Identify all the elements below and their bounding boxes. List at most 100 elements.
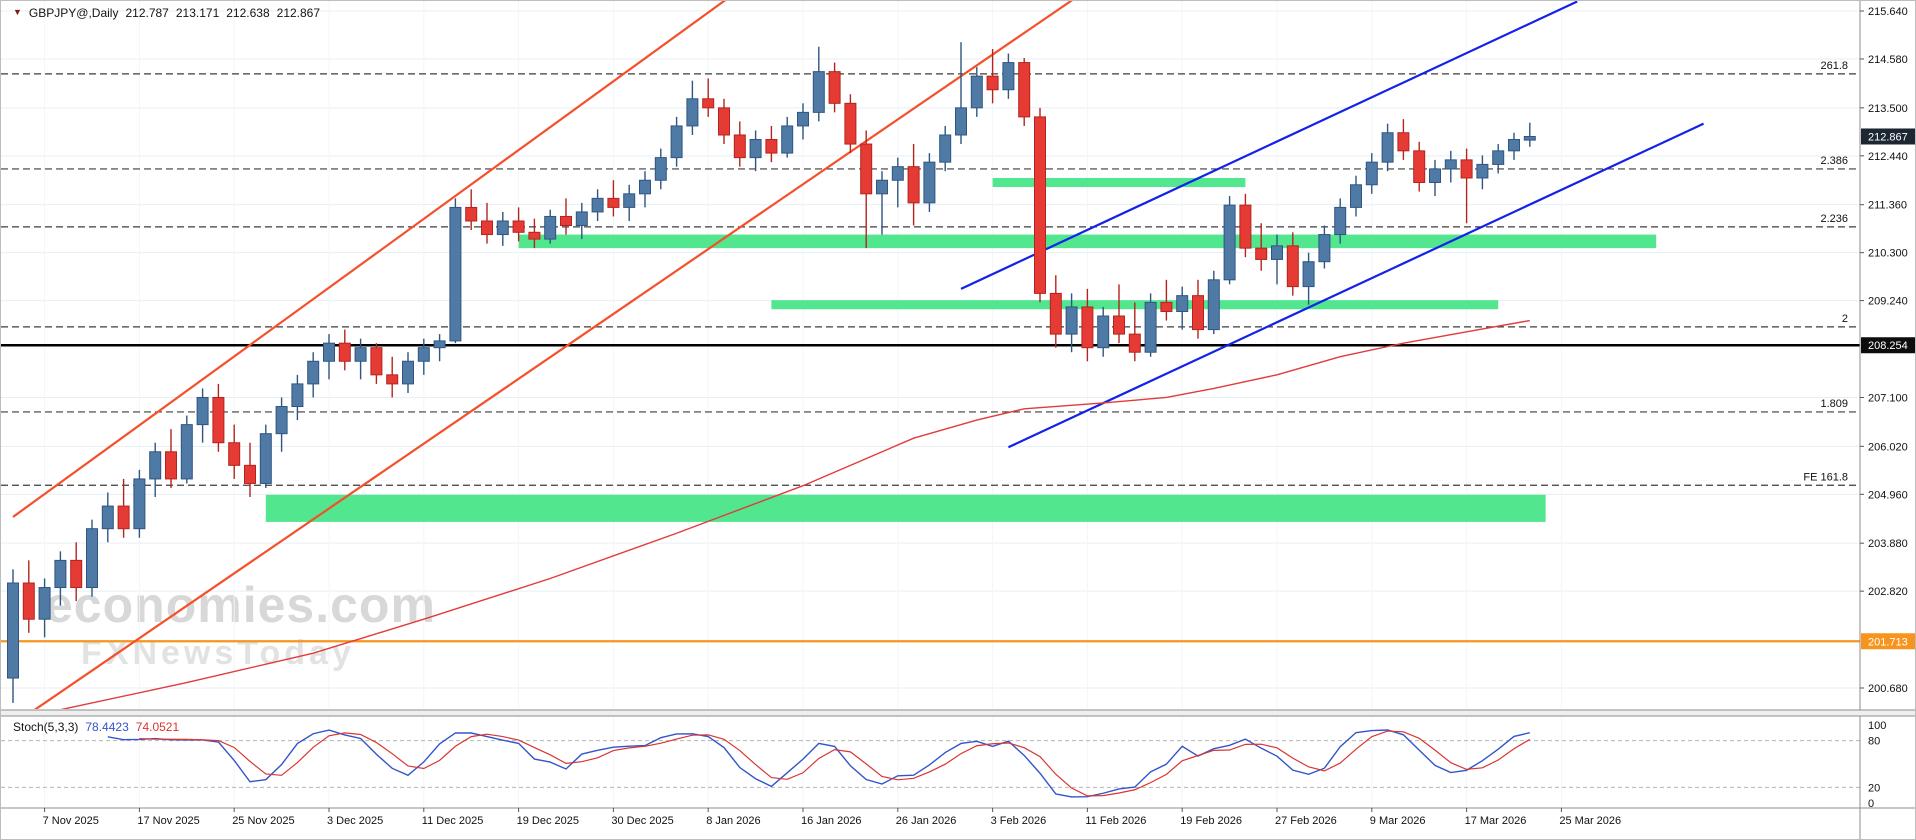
candle-body bbox=[1239, 204, 1252, 249]
candle-body bbox=[639, 179, 651, 195]
price-tick-label: 204.960 bbox=[1868, 489, 1908, 501]
candle-body bbox=[1460, 159, 1473, 179]
candle-body bbox=[623, 193, 636, 208]
candle-body bbox=[923, 161, 936, 204]
date-tick-label: 27 Feb 2026 bbox=[1275, 815, 1337, 827]
support-zone bbox=[518, 234, 1657, 249]
candle-body bbox=[291, 383, 304, 408]
stoch-main-value: 78.4423 bbox=[85, 720, 129, 734]
candle-body bbox=[417, 347, 430, 362]
date-tick-label: 3 Feb 2026 bbox=[991, 815, 1047, 827]
candle-body bbox=[1397, 132, 1410, 152]
date-tick-label: 8 Jan 2026 bbox=[706, 815, 760, 827]
fib-level-label: FE 161.8 bbox=[1803, 471, 1848, 483]
candle-body bbox=[1160, 301, 1173, 312]
candle-body bbox=[244, 464, 256, 484]
date-tick-label: 7 Nov 2025 bbox=[43, 815, 99, 827]
candle-body bbox=[117, 505, 130, 530]
candle-body bbox=[1523, 135, 1536, 141]
date-tick-label: 11 Feb 2026 bbox=[1085, 815, 1146, 827]
candle-body bbox=[1444, 159, 1457, 170]
support-zone bbox=[265, 494, 1546, 522]
candle-body bbox=[970, 75, 983, 109]
candle-body bbox=[86, 528, 98, 589]
date-tick-label: 17 Nov 2025 bbox=[137, 815, 199, 827]
fib-level-label: 2.236 bbox=[1820, 213, 1848, 225]
collapse-triangle-icon[interactable]: ▼ bbox=[13, 7, 22, 17]
candle-body bbox=[1192, 295, 1204, 331]
fib-level-label: 2.386 bbox=[1820, 155, 1848, 167]
candle-body bbox=[275, 406, 288, 435]
price-tag-label: 201.713 bbox=[1868, 636, 1908, 648]
date-tick-label: 25 Nov 2025 bbox=[232, 815, 294, 827]
grid-layer bbox=[1, 1, 1860, 808]
candle-body bbox=[38, 587, 51, 620]
date-tick-label: 16 Jan 2026 bbox=[801, 815, 862, 827]
candle-body bbox=[1429, 168, 1441, 184]
candle-body bbox=[528, 231, 541, 240]
candle-body bbox=[1255, 247, 1268, 260]
candle-body bbox=[765, 139, 778, 154]
candle-body bbox=[860, 143, 873, 195]
candle-body bbox=[259, 433, 272, 484]
candle-body bbox=[1128, 333, 1141, 353]
candle-body bbox=[133, 478, 146, 530]
candle-body bbox=[1508, 139, 1520, 152]
candle-body bbox=[196, 396, 209, 426]
candle-body bbox=[575, 211, 588, 227]
candle-body bbox=[1381, 132, 1394, 163]
price-tick-label: 214.580 bbox=[1868, 54, 1908, 66]
price-tag-label: 208.254 bbox=[1868, 340, 1908, 352]
candle-body bbox=[180, 424, 193, 480]
ohlc-open: 212.787 bbox=[125, 6, 169, 20]
candle-body bbox=[370, 347, 383, 376]
candle-body bbox=[939, 134, 952, 163]
candle-body bbox=[986, 75, 999, 91]
price-tick-label: 209.240 bbox=[1868, 296, 1908, 308]
candle-body bbox=[544, 215, 557, 240]
candle-body bbox=[797, 111, 809, 127]
candle-body bbox=[354, 347, 367, 362]
stoch-name: Stoch(5,3,3) bbox=[13, 720, 79, 734]
candle-body bbox=[1113, 315, 1125, 335]
candle-body bbox=[828, 71, 841, 104]
price-tick-label: 215.640 bbox=[1868, 6, 1908, 18]
price-tick-label: 206.020 bbox=[1868, 441, 1908, 453]
fib-level-label: 1.809 bbox=[1820, 398, 1848, 410]
candle-body bbox=[1492, 150, 1505, 165]
chart-title: ▼ GBPJPY@,Daily 212.787 213.171 212.638 … bbox=[13, 6, 320, 20]
date-tick-label: 26 Jan 2026 bbox=[896, 815, 957, 827]
candle-body bbox=[718, 107, 730, 136]
candle-body bbox=[70, 559, 83, 589]
candle-body bbox=[149, 451, 162, 480]
candle-body bbox=[1286, 245, 1299, 288]
stoch-tick-label: 0 bbox=[1868, 798, 1874, 810]
price-tick-label: 207.100 bbox=[1868, 392, 1908, 404]
candle-body bbox=[1334, 206, 1347, 236]
date-tick-label: 19 Dec 2025 bbox=[517, 815, 579, 827]
date-tick-label: 30 Dec 2025 bbox=[611, 815, 673, 827]
candle-body bbox=[812, 71, 825, 113]
support-zone bbox=[992, 177, 1246, 188]
candle-body bbox=[607, 197, 620, 208]
candle-body bbox=[686, 98, 699, 127]
candle-body bbox=[228, 442, 241, 466]
date-tick-label: 25 Mar 2026 bbox=[1559, 815, 1621, 827]
candle-body bbox=[1413, 150, 1426, 184]
price-tag bbox=[1861, 128, 1915, 145]
price-tick-label: 203.880 bbox=[1868, 538, 1908, 550]
candle-body bbox=[1097, 315, 1110, 349]
candle-body bbox=[702, 98, 715, 109]
price-tag bbox=[1861, 337, 1915, 354]
candle-body bbox=[670, 125, 683, 159]
candle-body bbox=[449, 206, 462, 342]
candle-body bbox=[101, 505, 114, 530]
candle-body bbox=[1302, 261, 1315, 288]
moving-average-line bbox=[60, 319, 1530, 709]
candle-body bbox=[496, 220, 509, 236]
candle-body bbox=[749, 139, 762, 159]
fib-level-label: 2 bbox=[1842, 313, 1848, 325]
candle-body bbox=[307, 360, 320, 385]
